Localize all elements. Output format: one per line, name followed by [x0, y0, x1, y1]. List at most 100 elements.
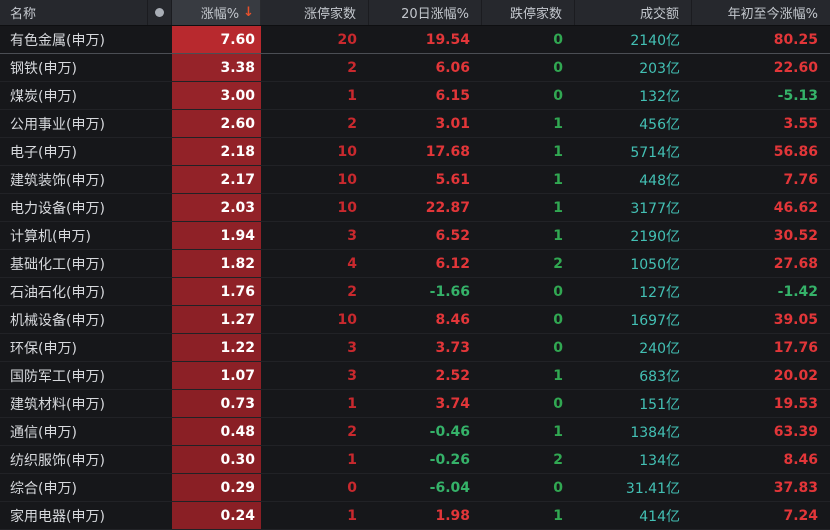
table-row[interactable]: 石油石化(申万) 1.76 2 -1.66 0 127亿 -1.42 [0, 278, 830, 306]
table-row[interactable]: 电子(申万) 2.18 10 17.68 1 5714亿 56.86 [0, 138, 830, 166]
limit-up-count: 10 [337, 143, 357, 160]
turnover: 456亿 [639, 116, 680, 133]
change-pct-bar: 3.38 [172, 54, 261, 81]
table-row[interactable]: 家用电器(申万) 0.24 1 1.98 1 414亿 7.24 [0, 502, 830, 530]
table-row[interactable]: 钢铁(申万) 3.38 2 6.06 0 203亿 22.60 [0, 54, 830, 82]
sector-name: 建筑材料(申万) [10, 396, 105, 413]
col-header-20d-change[interactable]: 20日涨幅% [369, 0, 482, 25]
turnover: 127亿 [639, 284, 680, 301]
change-pct-bar: 2.17 [172, 166, 261, 193]
sector-name: 国防军工(申万) [10, 368, 105, 385]
col-header-limit-up-count[interactable]: 涨停家数 [261, 0, 369, 25]
col-header-turnover[interactable]: 成交额 [575, 0, 692, 25]
sector-name: 石油石化(申万) [10, 284, 105, 301]
ytd-change: 27.68 [773, 255, 818, 272]
indicator-dot-icon [155, 8, 164, 17]
change-pct-bar: 0.29 [172, 474, 261, 501]
table-row[interactable]: 基础化工(申万) 1.82 4 6.12 2 1050亿 27.68 [0, 250, 830, 278]
limit-up-count: 2 [347, 423, 357, 440]
row-indicator [148, 278, 172, 305]
row-indicator [148, 82, 172, 109]
table-row[interactable]: 国防军工(申万) 1.07 3 2.52 1 683亿 20.02 [0, 362, 830, 390]
change-pct-bar: 7.60 [172, 26, 261, 53]
sector-name: 机械设备(申万) [10, 312, 105, 329]
limit-down-count: 2 [553, 255, 563, 272]
turnover: 132亿 [639, 88, 680, 105]
turnover: 5714亿 [630, 144, 680, 161]
sector-name: 基础化工(申万) [10, 256, 105, 273]
turnover: 1384亿 [630, 424, 680, 441]
change-20d: 6.52 [435, 227, 470, 244]
change-20d: 3.01 [435, 115, 470, 132]
limit-up-count: 2 [347, 59, 357, 76]
limit-up-count: 10 [337, 311, 357, 328]
change-20d: 3.74 [435, 395, 470, 412]
turnover: 203亿 [639, 60, 680, 77]
change-20d: 8.46 [435, 311, 470, 328]
turnover: 151亿 [639, 396, 680, 413]
change-20d: 17.68 [425, 143, 470, 160]
limit-down-count: 1 [553, 171, 563, 188]
turnover: 31.41亿 [625, 480, 680, 497]
limit-up-count: 1 [347, 87, 357, 104]
table-row[interactable]: 有色金属(申万) 7.60 20 19.54 0 2140亿 80.25 [0, 26, 830, 54]
turnover: 448亿 [639, 172, 680, 189]
ytd-change: 46.62 [773, 199, 818, 216]
sector-name: 电力设备(申万) [10, 200, 105, 217]
sector-name: 计算机(申万) [10, 228, 91, 245]
turnover: 1050亿 [630, 256, 680, 273]
table-row[interactable]: 建筑装饰(申万) 2.17 10 5.61 1 448亿 7.76 [0, 166, 830, 194]
sector-name: 公用事业(申万) [10, 116, 105, 133]
row-indicator [148, 446, 172, 473]
limit-up-count: 3 [347, 367, 357, 384]
limit-down-count: 0 [553, 31, 563, 48]
row-indicator [148, 418, 172, 445]
col-header-limit-down-count[interactable]: 跌停家数 [482, 0, 575, 25]
table-row[interactable]: 计算机(申万) 1.94 3 6.52 1 2190亿 30.52 [0, 222, 830, 250]
change-pct-bar: 1.94 [172, 222, 261, 249]
turnover: 683亿 [639, 368, 680, 385]
change-20d: 19.54 [425, 31, 470, 48]
ytd-change: 37.83 [773, 479, 818, 496]
sector-name: 有色金属(申万) [10, 32, 105, 49]
table-row[interactable]: 通信(申万) 0.48 2 -0.46 1 1384亿 63.39 [0, 418, 830, 446]
change-pct-bar: 0.48 [172, 418, 261, 445]
limit-down-count: 0 [553, 87, 563, 104]
table-row[interactable]: 公用事业(申万) 2.60 2 3.01 1 456亿 3.55 [0, 110, 830, 138]
change-pct-bar: 1.22 [172, 334, 261, 361]
limit-up-count: 1 [347, 395, 357, 412]
sector-name: 家用电器(申万) [10, 508, 105, 525]
col-header-indicator[interactable] [148, 0, 172, 25]
table-row[interactable]: 电力设备(申万) 2.03 10 22.87 1 3177亿 46.62 [0, 194, 830, 222]
turnover: 1697亿 [630, 312, 680, 329]
limit-down-count: 1 [553, 115, 563, 132]
limit-up-count: 20 [337, 31, 357, 48]
col-header-name[interactable]: 名称 [0, 0, 148, 25]
limit-up-count: 1 [347, 451, 357, 468]
table-row[interactable]: 纺织服饰(申万) 0.30 1 -0.26 2 134亿 8.46 [0, 446, 830, 474]
sector-name: 环保(申万) [10, 340, 77, 357]
row-indicator [148, 334, 172, 361]
ytd-change: 63.39 [773, 423, 818, 440]
turnover: 3177亿 [630, 200, 680, 217]
col-header-change-pct[interactable]: 涨幅% ↓ [172, 0, 261, 25]
table-row[interactable]: 建筑材料(申万) 0.73 1 3.74 0 151亿 19.53 [0, 390, 830, 418]
ytd-change: 20.02 [773, 367, 818, 384]
turnover: 134亿 [639, 452, 680, 469]
table-row[interactable]: 环保(申万) 1.22 3 3.73 0 240亿 17.76 [0, 334, 830, 362]
table-row[interactable]: 煤炭(申万) 3.00 1 6.15 0 132亿 -5.13 [0, 82, 830, 110]
col-header-ytd-change[interactable]: 年初至今涨幅% [727, 7, 818, 22]
ytd-change: 80.25 [773, 31, 818, 48]
change-pct-bar: 1.27 [172, 306, 261, 333]
change-pct-bar: 0.30 [172, 446, 261, 473]
row-indicator [148, 110, 172, 137]
table-row[interactable]: 机械设备(申万) 1.27 10 8.46 0 1697亿 39.05 [0, 306, 830, 334]
table-row[interactable]: 综合(申万) 0.29 0 -6.04 0 31.41亿 37.83 [0, 474, 830, 502]
table-header: 名称 涨幅% ↓ 涨停家数 20日涨幅% 跌停家数 成交额 年初至今涨幅% [0, 0, 830, 26]
limit-up-count: 0 [347, 479, 357, 496]
limit-down-count: 0 [553, 339, 563, 356]
row-indicator [148, 138, 172, 165]
limit-up-count: 1 [347, 507, 357, 524]
sector-name: 电子(申万) [10, 144, 77, 161]
